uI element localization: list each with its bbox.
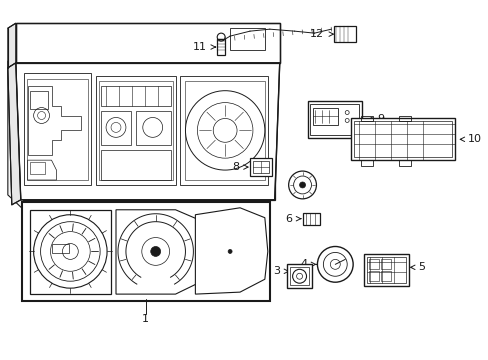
Bar	[310, 104, 358, 135]
Text: 11: 11	[193, 42, 207, 52]
Bar	[334, 26, 355, 42]
Bar	[30, 91, 47, 109]
Bar	[368, 271, 378, 281]
Bar	[366, 257, 405, 283]
Bar	[350, 118, 454, 160]
Circle shape	[317, 247, 352, 282]
Bar	[398, 116, 410, 121]
Text: 8: 8	[231, 162, 239, 172]
Bar	[380, 260, 390, 269]
Polygon shape	[16, 56, 274, 200]
Text: 2: 2	[145, 269, 152, 279]
Text: 5: 5	[418, 262, 425, 272]
Bar	[30, 162, 44, 174]
Text: 10: 10	[468, 134, 481, 144]
Text: 7: 7	[301, 180, 308, 190]
Text: 12: 12	[309, 29, 324, 39]
Bar	[368, 260, 378, 269]
Bar	[286, 264, 312, 288]
Bar	[217, 39, 224, 55]
Bar	[360, 160, 372, 166]
Polygon shape	[8, 63, 20, 205]
Bar	[307, 100, 361, 138]
Polygon shape	[195, 208, 267, 294]
Circle shape	[150, 247, 161, 256]
Polygon shape	[30, 210, 111, 294]
Bar	[289, 267, 309, 285]
Bar	[353, 121, 451, 157]
Text: 4: 4	[300, 259, 307, 269]
Circle shape	[288, 171, 316, 199]
Bar	[398, 160, 410, 166]
Bar	[21, 202, 269, 301]
Polygon shape	[16, 23, 279, 63]
Circle shape	[228, 249, 232, 253]
Text: 6: 6	[285, 214, 292, 224]
Bar	[364, 255, 408, 286]
Polygon shape	[8, 23, 16, 68]
Polygon shape	[8, 61, 24, 210]
Bar	[302, 213, 320, 225]
Bar	[230, 28, 264, 50]
Bar	[313, 108, 338, 125]
Bar	[249, 158, 271, 176]
Text: 1: 1	[142, 314, 149, 324]
Bar	[360, 116, 372, 121]
Bar	[51, 243, 69, 253]
Text: 9: 9	[376, 114, 383, 125]
Polygon shape	[116, 210, 215, 294]
Circle shape	[299, 182, 305, 188]
Polygon shape	[16, 63, 279, 200]
Bar	[380, 271, 390, 281]
Text: 3: 3	[272, 266, 279, 276]
Bar	[252, 161, 268, 173]
